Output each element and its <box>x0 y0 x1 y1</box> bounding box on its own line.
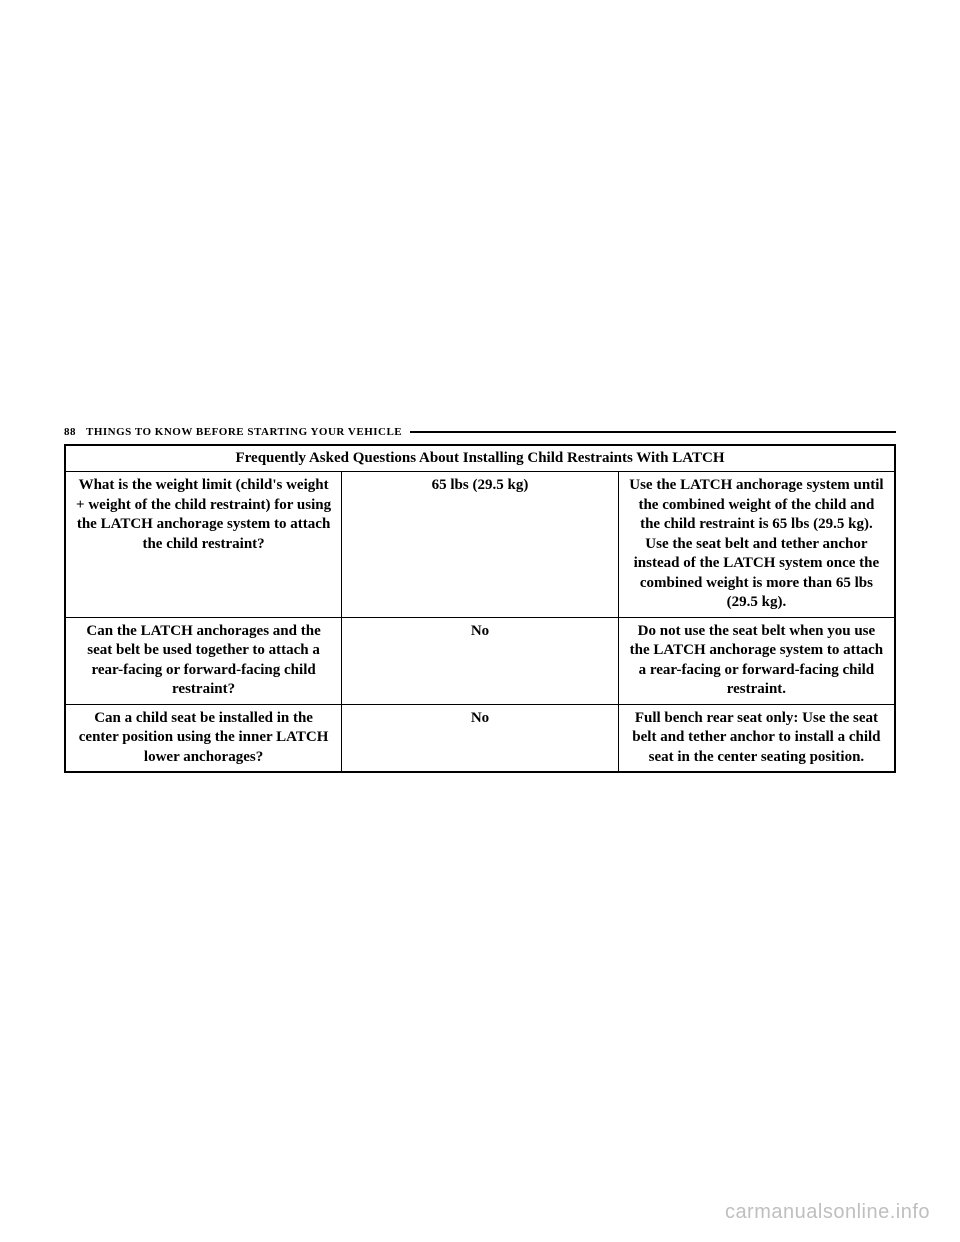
faq-long-answer: Full bench rear seat only: Use the seat … <box>618 704 895 772</box>
table-row: Can the LATCH anchorages and the seat be… <box>65 617 895 704</box>
watermark: carmanualsonline.info <box>725 1201 930 1224</box>
faq-long-answer: Use the LATCH anchorage system until the… <box>618 472 895 618</box>
faq-question: What is the weight limit (child's weight… <box>65 472 342 618</box>
table-row: What is the weight limit (child's weight… <box>65 472 895 618</box>
page-number: 88 <box>64 426 76 438</box>
faq-question: Can a child seat be installed in the cen… <box>65 704 342 772</box>
page-header: 88 THINGS TO KNOW BEFORE STARTING YOUR V… <box>64 426 896 438</box>
faq-short-answer: No <box>342 617 619 704</box>
faq-short-answer: No <box>342 704 619 772</box>
section-title: THINGS TO KNOW BEFORE STARTING YOUR VEHI… <box>86 426 402 438</box>
faq-table: Frequently Asked Questions About Install… <box>64 444 896 773</box>
table-row: Can a child seat be installed in the cen… <box>65 704 895 772</box>
header-rule <box>410 431 896 433</box>
table-title: Frequently Asked Questions About Install… <box>65 445 895 472</box>
faq-long-answer: Do not use the seat belt when you use th… <box>618 617 895 704</box>
faq-short-answer: 65 lbs (29.5 kg) <box>342 472 619 618</box>
page-content: 88 THINGS TO KNOW BEFORE STARTING YOUR V… <box>64 426 896 773</box>
faq-question: Can the LATCH anchorages and the seat be… <box>65 617 342 704</box>
